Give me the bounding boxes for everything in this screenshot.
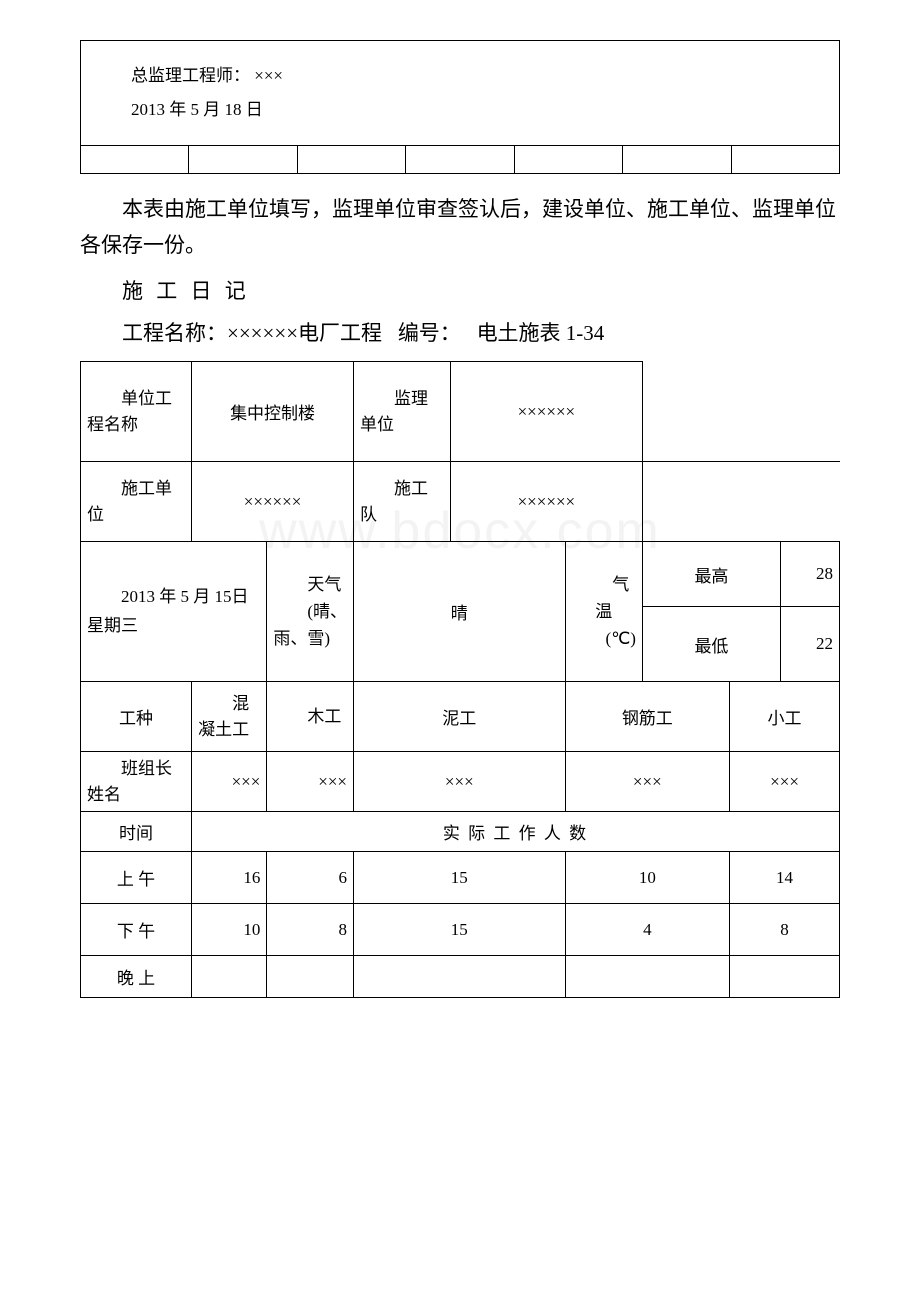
morning-v3: 15 bbox=[354, 852, 566, 904]
banzu-v5: ××× bbox=[730, 752, 840, 812]
table-row: 晚 上 bbox=[81, 956, 840, 998]
banzu-v4: ××× bbox=[565, 752, 730, 812]
construction-unit-value: ×××××× bbox=[192, 462, 354, 542]
table-row: 下 午 10 8 15 4 8 bbox=[81, 904, 840, 956]
note-text: 本表由施工单位填写，监理单位审查签认后，建设单位、施工单位、监理单位各保存一份。 bbox=[80, 192, 840, 263]
morning-v2: 6 bbox=[267, 852, 354, 904]
weather-label-cell: 天气 (晴、雨、雪) bbox=[267, 542, 354, 682]
unit-project-label: 单位工程名称 bbox=[81, 362, 192, 462]
form-header: 工程名称：××××××电厂工程 编号： 电土施表 1-34 bbox=[80, 317, 840, 347]
table-row: 2013 年 5 月 15日 星期三 天气 (晴、雨、雪) 晴 气温 (℃) 最… bbox=[81, 542, 840, 607]
top-box-divider-row bbox=[81, 145, 839, 173]
temp-sub: (℃) bbox=[572, 625, 636, 652]
section-title: 施 工 日 记 bbox=[80, 275, 840, 305]
afternoon-v1: 10 bbox=[192, 904, 267, 956]
date-line: 2013 年 5 月 18 日 bbox=[131, 93, 809, 127]
construction-team-label: 施工队 bbox=[354, 462, 451, 542]
afternoon-v2: 8 bbox=[267, 904, 354, 956]
table-row: 工种 混凝土工 木工 泥工 钢筋工 小工 bbox=[81, 682, 840, 752]
temp-low-value: 22 bbox=[780, 607, 839, 682]
table-row: 班组长姓名 ××× ××× ××× ××× ××× bbox=[81, 752, 840, 812]
temp-label-cell: 气温 (℃) bbox=[565, 542, 642, 682]
weather-sub: (晴、雨、雪) bbox=[273, 598, 347, 652]
afternoon-v3: 15 bbox=[354, 904, 566, 956]
table-row: 上 午 16 6 15 10 14 bbox=[81, 852, 840, 904]
form-header-label2: 编号： bbox=[398, 321, 461, 345]
evening-v1 bbox=[192, 956, 267, 998]
supervisor-label: 总监理工程师： bbox=[131, 66, 250, 85]
morning-label: 上 午 bbox=[81, 852, 192, 904]
construction-unit-label: 施工单位 bbox=[81, 462, 192, 542]
evening-v4 bbox=[565, 956, 730, 998]
col3-header: 泥工 bbox=[354, 682, 566, 752]
temp-low-label: 最低 bbox=[642, 607, 780, 682]
supervisor-value: ××× bbox=[254, 66, 283, 85]
date-cell: 2013 年 5 月 15日 星期三 bbox=[81, 542, 267, 682]
table-row: 单位工程名称 集中控制楼 监理单位 ×××××× bbox=[81, 362, 840, 462]
evening-v5 bbox=[730, 956, 840, 998]
supervisor-line: 总监理工程师： ××× bbox=[131, 59, 809, 93]
banzu-v3: ××× bbox=[354, 752, 566, 812]
unit-project-value: 集中控制楼 bbox=[192, 362, 354, 462]
banzu-v1: ××× bbox=[192, 752, 267, 812]
table-row: 时间 实 际 工 作 人 数 bbox=[81, 812, 840, 852]
col2-header: 木工 bbox=[267, 682, 354, 752]
top-info-box: 总监理工程师： ××× 2013 年 5 月 18 日 bbox=[80, 40, 840, 174]
count-header: 实 际 工 作 人 数 bbox=[192, 812, 840, 852]
form-header-value1: ××××××电厂工程 bbox=[227, 321, 382, 345]
banzu-v2: ××× bbox=[267, 752, 354, 812]
gongzhong-label: 工种 bbox=[81, 682, 192, 752]
evening-v2 bbox=[267, 956, 354, 998]
form-header-value2: 电土施表 1-34 bbox=[477, 321, 605, 345]
col5-header: 小工 bbox=[730, 682, 840, 752]
afternoon-label: 下 午 bbox=[81, 904, 192, 956]
temp-high-label: 最高 bbox=[642, 542, 780, 607]
temp-label: 气温 bbox=[572, 571, 636, 625]
temp-high-value: 28 bbox=[780, 542, 839, 607]
evening-label: 晚 上 bbox=[81, 956, 192, 998]
afternoon-v5: 8 bbox=[730, 904, 840, 956]
weather-value: 晴 bbox=[354, 542, 566, 682]
afternoon-v4: 4 bbox=[565, 904, 730, 956]
evening-v3 bbox=[354, 956, 566, 998]
construction-team-value: ×××××× bbox=[450, 462, 642, 542]
weather-label: 天气 bbox=[273, 571, 347, 598]
morning-v5: 14 bbox=[730, 852, 840, 904]
supervision-unit-value: ×××××× bbox=[450, 362, 642, 462]
table-row: 施工单位 ×××××× 施工队 ×××××× bbox=[81, 462, 840, 542]
morning-v4: 10 bbox=[565, 852, 730, 904]
morning-v1: 16 bbox=[192, 852, 267, 904]
banzu-label: 班组长姓名 bbox=[81, 752, 192, 812]
supervision-unit-label: 监理单位 bbox=[354, 362, 451, 462]
col1-header: 混凝土工 bbox=[192, 682, 267, 752]
time-header: 时间 bbox=[81, 812, 192, 852]
construction-log-table: 单位工程名称 集中控制楼 监理单位 ×××××× 施工单位 ×××××× 施工队… bbox=[80, 361, 840, 998]
form-header-label1: 工程名称： bbox=[122, 321, 227, 345]
col4-header: 钢筋工 bbox=[565, 682, 730, 752]
